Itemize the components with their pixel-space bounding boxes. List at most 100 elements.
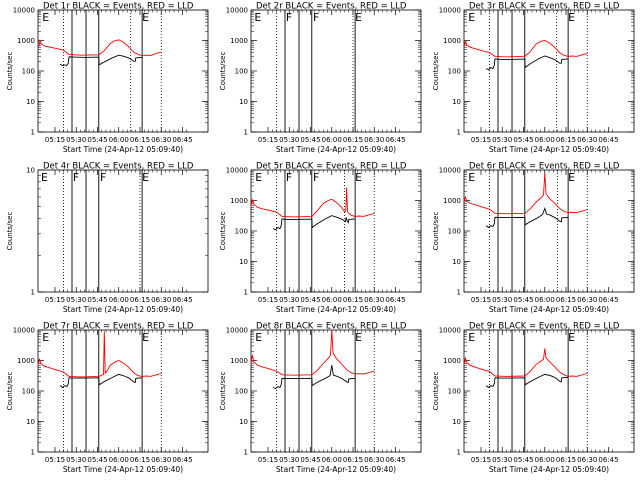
x-tick-label: 05:15 bbox=[471, 456, 491, 464]
y-tick-label: 1000 bbox=[443, 37, 461, 45]
flag-label: E bbox=[468, 11, 475, 24]
x-tick-label: 06:45 bbox=[172, 296, 192, 304]
x-tick-label: 06:00 bbox=[535, 136, 555, 144]
y-tick-label: 10 bbox=[239, 418, 248, 426]
y-tick-label: 1 bbox=[31, 449, 35, 457]
x-tick-label: 05:45 bbox=[513, 456, 533, 464]
y-tick-label: 1 bbox=[244, 449, 248, 457]
y-tick-label: 10000 bbox=[439, 327, 461, 335]
y-tick-label: 100 bbox=[235, 388, 248, 396]
y-tick-label: 10 bbox=[26, 98, 35, 106]
x-tick-label: 05:45 bbox=[300, 456, 320, 464]
y-tick-label: 10 bbox=[26, 167, 35, 175]
events-series-line bbox=[272, 365, 356, 390]
panel-2: Det 2r BLACK = Events, RED = LLD Counts/s… bbox=[219, 2, 422, 154]
y-tick-label: 1000 bbox=[230, 37, 248, 45]
x-tick-label: 06:00 bbox=[322, 456, 342, 464]
x-tick-label: 06:30 bbox=[151, 136, 171, 144]
panel-9: Det 9r BLACK = Events, RED = LLD Counts/s… bbox=[432, 322, 635, 474]
events-series-line bbox=[485, 206, 569, 229]
x-tick-label: 06:45 bbox=[598, 136, 618, 144]
lld-series-line bbox=[37, 38, 162, 57]
y-tick-label: 100 bbox=[22, 68, 35, 76]
x-tick-label: 06:30 bbox=[577, 456, 597, 464]
x-tick-label: 06:15 bbox=[343, 296, 363, 304]
events-series-line bbox=[272, 215, 356, 231]
x-tick-label: 06:15 bbox=[130, 136, 150, 144]
panel-title: Det 1r BLACK = Events, RED = LLD bbox=[43, 2, 194, 12]
events-series-line bbox=[485, 373, 569, 389]
events-series-line bbox=[59, 54, 143, 67]
y-tick-label: 10 bbox=[452, 418, 461, 426]
y-axis-label: Counts/sec bbox=[432, 372, 440, 411]
panel-8: Det 8r BLACK = Events, RED = LLD Counts/s… bbox=[219, 322, 422, 474]
x-tick-label: 06:45 bbox=[385, 296, 405, 304]
x-tick-label: 06:00 bbox=[109, 456, 129, 464]
x-axis-label: Start Time (24-Apr-12 05:09:40) bbox=[489, 465, 609, 474]
x-tick-label: 05:45 bbox=[87, 136, 107, 144]
x-tick-label: 06:30 bbox=[577, 136, 597, 144]
y-tick-label: 1 bbox=[31, 129, 35, 137]
panel-title: Det 2r BLACK = Events, RED = LLD bbox=[256, 2, 407, 12]
y-tick-label: 10 bbox=[452, 98, 461, 106]
flag-label: E bbox=[254, 11, 261, 24]
x-tick-label: 05:15 bbox=[45, 136, 65, 144]
x-tick-label: 05:45 bbox=[87, 456, 107, 464]
lld-series-line bbox=[463, 172, 588, 215]
flag-label: E bbox=[355, 11, 362, 24]
x-tick-label: 05:15 bbox=[258, 136, 278, 144]
y-tick-label: 1000 bbox=[230, 357, 248, 365]
y-tick-label: 10000 bbox=[439, 7, 461, 15]
flag-label: E bbox=[568, 171, 575, 184]
x-tick-label: 06:30 bbox=[577, 296, 597, 304]
y-axis-label: Counts/sec bbox=[432, 52, 440, 91]
x-tick-label: 06:00 bbox=[109, 296, 129, 304]
x-tick-label: 06:00 bbox=[109, 136, 129, 144]
y-tick-label: 1 bbox=[457, 289, 461, 297]
x-tick-label: 06:15 bbox=[556, 296, 576, 304]
flag-label: E bbox=[355, 171, 362, 184]
x-tick-label: 06:15 bbox=[130, 456, 150, 464]
x-tick-label: 06:45 bbox=[172, 456, 192, 464]
x-tick-label: 06:00 bbox=[535, 456, 555, 464]
flag-label: E bbox=[468, 171, 475, 184]
events-series-line bbox=[485, 55, 569, 71]
x-tick-label: 05:30 bbox=[279, 456, 299, 464]
x-tick-label: 05:30 bbox=[492, 456, 512, 464]
flag-label: F bbox=[286, 171, 292, 184]
x-tick-label: 05:30 bbox=[279, 136, 299, 144]
x-tick-label: 06:30 bbox=[364, 136, 384, 144]
x-tick-label: 06:15 bbox=[556, 136, 576, 144]
panel-3: Det 3r BLACK = Events, RED = LLD Counts/s… bbox=[432, 2, 635, 154]
y-axis-label: Counts/sec bbox=[432, 212, 440, 251]
y-tick-label: 10000 bbox=[226, 327, 248, 335]
flag-label: E bbox=[255, 171, 262, 184]
y-tick-label: 100 bbox=[235, 228, 248, 236]
y-tick-label: 1 bbox=[457, 449, 461, 457]
flag-label: E bbox=[142, 11, 149, 24]
flag-label: E bbox=[568, 331, 575, 344]
x-tick-label: 06:45 bbox=[172, 136, 192, 144]
y-tick-label: 10000 bbox=[226, 167, 248, 175]
y-tick-label: 1000 bbox=[443, 197, 461, 205]
panel-title: Det 4r BLACK = Events, RED = LLD bbox=[43, 162, 194, 172]
x-tick-label: 06:30 bbox=[151, 296, 171, 304]
y-tick-label: 100 bbox=[235, 68, 248, 76]
x-tick-label: 05:45 bbox=[513, 296, 533, 304]
lld-series-line bbox=[463, 40, 588, 58]
flag-label: E bbox=[42, 331, 49, 344]
x-tick-label: 06:00 bbox=[535, 296, 555, 304]
y-axis-label: Counts/sec bbox=[219, 52, 227, 91]
x-tick-label: 05:15 bbox=[471, 296, 491, 304]
y-tick-label: 100 bbox=[22, 388, 35, 396]
x-tick-label: 06:15 bbox=[343, 136, 363, 144]
x-tick-label: 06:45 bbox=[598, 296, 618, 304]
lld-series-line bbox=[250, 329, 375, 376]
lld-series-line bbox=[37, 331, 162, 378]
flag-label: F bbox=[313, 11, 319, 24]
y-tick-label: 1 bbox=[244, 289, 248, 297]
panel-title: Det 9r BLACK = Events, RED = LLD bbox=[469, 322, 620, 332]
panel-7: Det 7r BLACK = Events, RED = LLD Counts/s… bbox=[6, 322, 209, 474]
x-tick-label: 06:00 bbox=[322, 296, 342, 304]
